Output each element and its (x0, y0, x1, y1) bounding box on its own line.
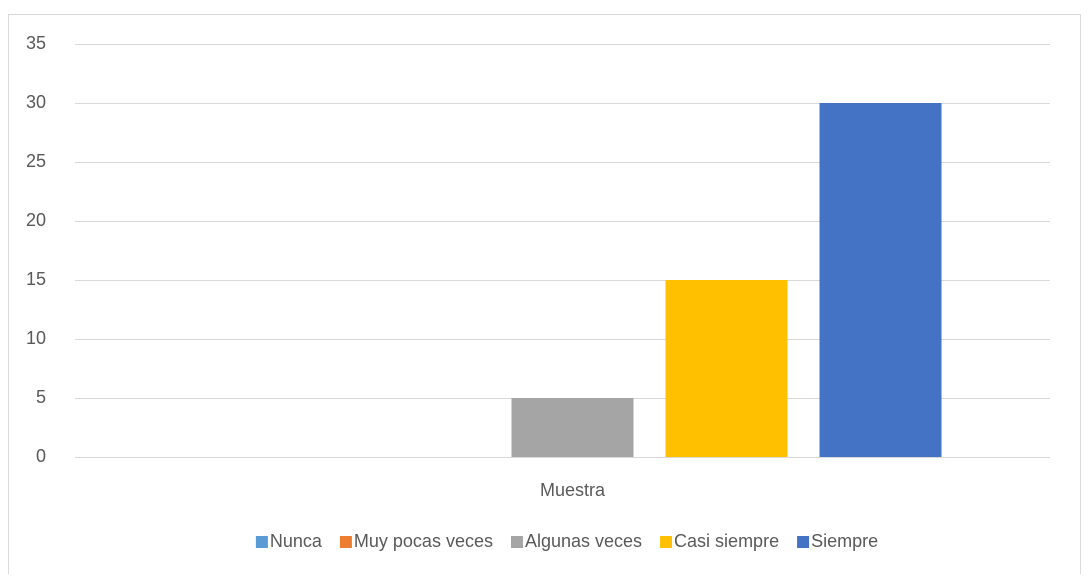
y-tick-label: 35 (26, 33, 46, 53)
y-tick-label: 10 (26, 328, 46, 348)
bar (665, 280, 788, 457)
y-tick-label: 0 (36, 446, 46, 466)
bar (819, 103, 942, 457)
legend-swatch (510, 536, 523, 548)
legend-label: Siempre (811, 531, 878, 551)
bar (511, 398, 634, 457)
legend-label: Nunca (270, 531, 323, 551)
y-tick-label: 5 (36, 387, 46, 407)
legend-label: Muy pocas veces (354, 531, 493, 551)
legend-swatch (660, 536, 673, 548)
legend-swatch (255, 536, 268, 548)
x-tick-label: Muestra (540, 480, 606, 500)
legend-label: Casi siempre (674, 531, 779, 551)
y-tick-label: 30 (26, 92, 46, 112)
y-tick-label: 25 (26, 151, 46, 171)
legend-swatch (797, 536, 810, 548)
y-tick-label: 15 (26, 269, 46, 289)
legend-label: Algunas veces (525, 531, 642, 551)
y-tick-label: 20 (26, 210, 46, 230)
legend-swatch (339, 536, 352, 548)
